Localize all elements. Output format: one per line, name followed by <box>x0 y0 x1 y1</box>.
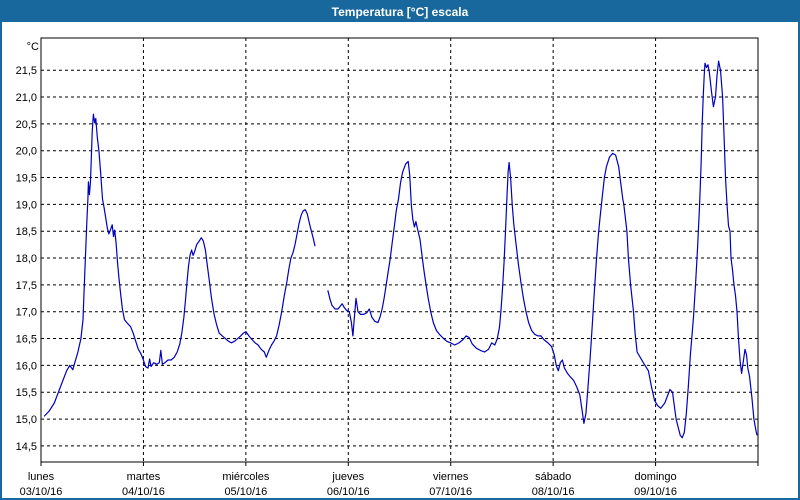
x-date-label: 08/10/16 <box>532 486 575 498</box>
x-date-label: 05/10/16 <box>224 486 267 498</box>
x-day-label: martes <box>127 471 161 483</box>
x-day-label: viernes <box>433 471 469 483</box>
y-tick-label: 18,5 <box>16 226 37 238</box>
x-date-label: 03/10/16 <box>20 486 63 498</box>
temperature-line-chart: 21,5 21,0 20,5 20,0 19,5 19,0 18,5 18,0 17,5 17,0… <box>16 37 759 498</box>
gridlines <box>40 38 759 466</box>
x-date-label: 09/10/16 <box>634 486 677 498</box>
title-bar[interactable]: Temperatura [°C] escala <box>2 2 798 22</box>
y-tick-label: 20,5 <box>16 119 37 131</box>
chart-area: 21,5 21,0 20,5 20,0 19,5 19,0 18,5 18,0 17,5 17,0… <box>2 22 798 498</box>
temperature-line <box>43 113 316 417</box>
y-tick-label: 21,0 <box>16 92 37 104</box>
x-day-label: sábado <box>535 471 571 483</box>
x-day-label: domingo <box>634 471 676 483</box>
axis-labels: 21,5 21,0 20,5 20,0 19,5 19,0 18,5 18,0 17,5 17,0… <box>16 41 677 498</box>
y-tick-label: 17,0 <box>16 307 37 319</box>
plot-border <box>40 37 759 463</box>
y-unit-label: °C <box>27 41 39 53</box>
temperature-line <box>327 60 758 439</box>
y-tick-label: 15,0 <box>16 414 37 426</box>
x-day-label: miércoles <box>222 471 270 483</box>
y-tick-label: 20,0 <box>16 146 37 158</box>
y-tick-label: 14,5 <box>16 441 37 453</box>
y-tick-label: 19,0 <box>16 199 37 211</box>
y-tick-label: 18,0 <box>16 253 37 265</box>
y-tick-label: 16,0 <box>16 360 37 372</box>
series-temperatura <box>43 60 758 439</box>
x-day-label: lunes <box>28 471 55 483</box>
x-date-label: 06/10/16 <box>327 486 370 498</box>
y-tick-label: 16,5 <box>16 334 37 346</box>
x-date-label: 07/10/16 <box>429 486 472 498</box>
y-tick-label: 21,5 <box>16 65 37 77</box>
y-tick-label: 17,5 <box>16 280 37 292</box>
x-day-label: jueves <box>331 471 364 483</box>
x-date-label: 04/10/16 <box>122 486 165 498</box>
y-tick-label: 19,5 <box>16 173 37 185</box>
window-title: Temperatura [°C] escala <box>331 5 469 19</box>
y-tick-label: 15,5 <box>16 387 37 399</box>
